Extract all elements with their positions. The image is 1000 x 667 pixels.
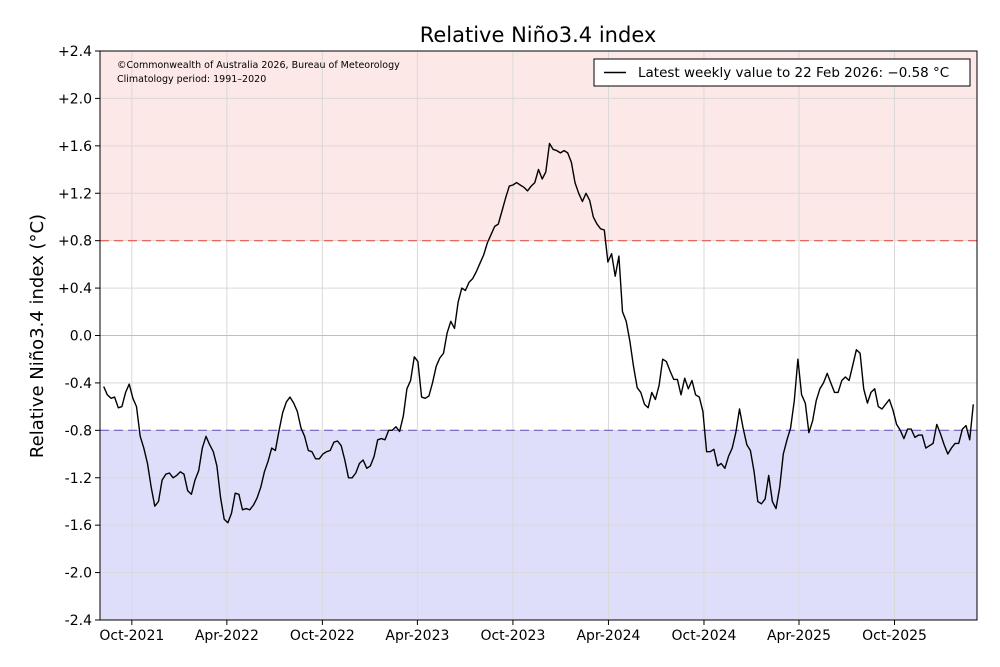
annotation-line: ©Commonwealth of Australia 2026, Bureau … — [117, 60, 400, 71]
y-tick-label: +1.2 — [58, 186, 92, 202]
y-tick-label: -1.6 — [65, 518, 92, 534]
y-tick-label: -0.8 — [65, 423, 92, 439]
y-tick-label: +0.4 — [58, 281, 92, 297]
x-tick-label: Apr-2022 — [195, 628, 259, 644]
x-tick-label: Oct-2023 — [480, 628, 545, 644]
y-tick-label: -1.2 — [65, 471, 92, 487]
legend-box — [593, 58, 971, 87]
y-tick-label: +2.0 — [58, 91, 92, 107]
x-tick-label: Apr-2025 — [767, 628, 831, 644]
threshold-lines — [100, 240, 977, 431]
x-tick-label: Oct-2021 — [99, 628, 164, 644]
y-tick-label: +0.8 — [58, 234, 92, 250]
chart-title: Relative Niño3.4 index — [420, 23, 657, 47]
y-axis-label: Relative Niño3.4 index (°C) — [27, 214, 48, 458]
nino34-series-line — [103, 142, 974, 524]
y-tick-label: -0.4 — [65, 376, 92, 392]
series-layer — [103, 142, 974, 524]
annotation-line: Climatology period: 1991–2020 — [117, 74, 266, 85]
x-axis: Oct-2021 Apr-2022 Oct-2022 Apr-2023 Oct-2023… — [99, 620, 927, 644]
x-tick-label: Apr-2023 — [385, 628, 449, 644]
y-axis: +2.4 +2.0 +1.6 +1.2 +0.8 +0.4 0.0 -0.4 -0.8 -1.2 -… — [58, 44, 100, 629]
y-tick-label: +1.6 — [58, 139, 92, 155]
y-tick-label: -2.0 — [65, 566, 92, 582]
copyright-note: ©Commonwealth of Australia 2026, Bureau … — [117, 60, 400, 85]
y-tick-label: -2.4 — [65, 613, 92, 629]
legend: Latest weekly value to 22 Feb 2026: −0.5… — [593, 58, 971, 87]
x-tick-label: Apr-2024 — [576, 628, 640, 644]
legend-label: Latest weekly value to 22 Feb 2026: −0.5… — [638, 65, 949, 81]
x-tick-label: Oct-2024 — [672, 628, 737, 644]
y-tick-label: 0.0 — [70, 329, 92, 345]
x-tick-label: Oct-2025 — [862, 628, 927, 644]
x-tick-label: Oct-2022 — [290, 628, 355, 644]
y-tick-label: +2.4 — [58, 44, 92, 60]
